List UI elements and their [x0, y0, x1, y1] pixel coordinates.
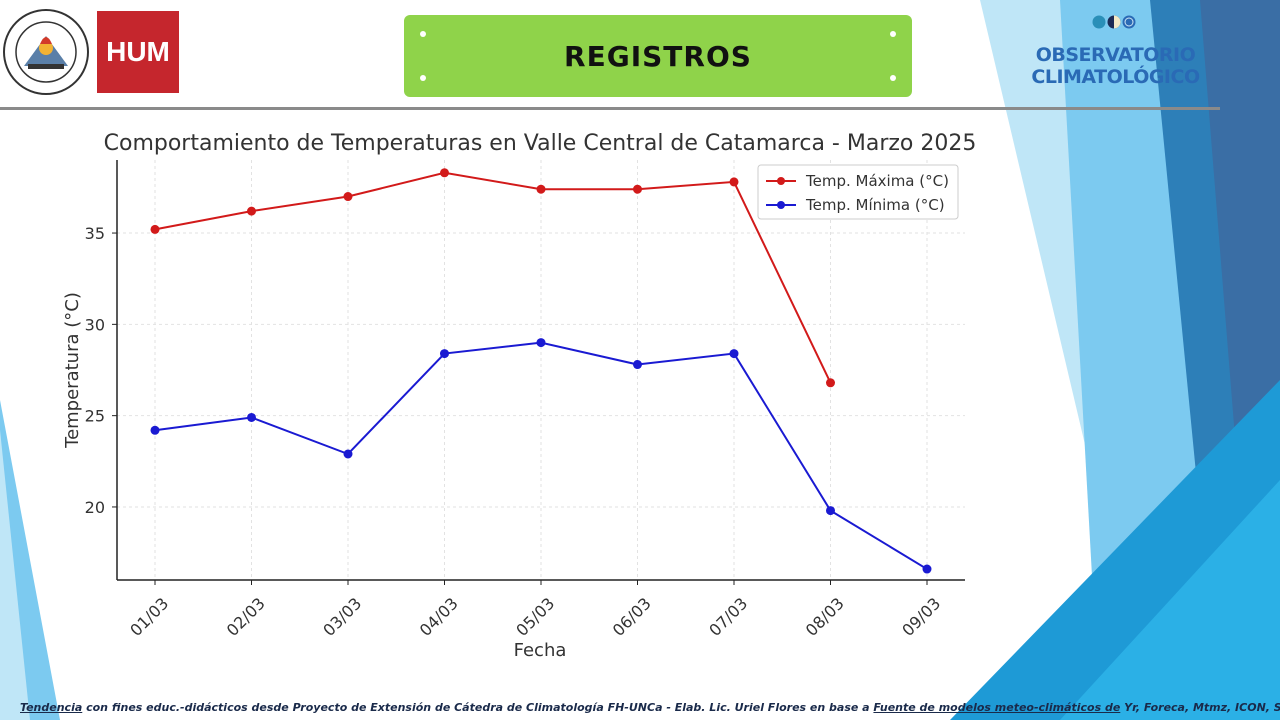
observatorio-subtitle: CLIMATOLÓGICO — [1031, 66, 1200, 88]
x-axis-label: Fecha — [514, 640, 567, 661]
x-tick-label: 05/03 — [512, 594, 558, 640]
data-point-0 — [729, 177, 739, 187]
y-tick-label: 20 — [85, 498, 105, 517]
data-point-1 — [922, 564, 932, 574]
universidad-logo — [3, 9, 89, 95]
x-tick-label: 06/03 — [609, 594, 655, 640]
title-banner: REGISTROS — [404, 15, 912, 97]
data-point-1 — [343, 449, 353, 459]
x-tick-label: 09/03 — [898, 594, 944, 640]
chart-title: Comportamiento de Temperaturas en Valle … — [104, 131, 977, 156]
data-point-1 — [826, 506, 835, 516]
x-tick-label: 03/03 — [319, 594, 365, 640]
data-point-1 — [247, 412, 256, 422]
banner-dot — [420, 31, 426, 37]
observatorio-logo-icons — [1092, 15, 1136, 29]
legend-box — [757, 164, 959, 220]
data-point-0 — [536, 184, 546, 194]
data-point-0 — [150, 224, 160, 234]
data-point-0 — [826, 378, 835, 388]
legend-label: Temp. Mínima (°C) — [805, 196, 945, 214]
banner-dot — [890, 31, 896, 37]
data-point-1 — [633, 360, 642, 370]
footer-link-tendencia[interactable]: Tendencia — [20, 701, 83, 714]
footer-link-fuente[interactable]: Fuente de modelos meteo-climáticos de — [873, 701, 1121, 714]
data-point-1 — [536, 338, 546, 348]
banner-dot — [890, 75, 896, 81]
observatorio-title: OBSERVATORIO — [1035, 44, 1196, 66]
data-point-0 — [633, 184, 642, 194]
y-tick-label: 25 — [85, 407, 105, 426]
header-divider — [0, 107, 1220, 110]
y-tick-label: 30 — [85, 315, 105, 334]
temperature-line-chart: Comportamiento de Temperaturas en Valle … — [62, 131, 977, 661]
hum-logo: HUM — [97, 11, 179, 93]
data-point-1 — [729, 349, 739, 359]
data-point-0 — [247, 206, 256, 216]
series-line-0 — [154, 171, 832, 384]
x-tick-label: 08/03 — [802, 594, 848, 640]
x-tick-label: 07/03 — [705, 594, 751, 640]
y-tick-label: 35 — [85, 224, 105, 243]
legend-swatch-marker — [777, 177, 785, 185]
data-point-1 — [150, 425, 160, 435]
x-tick-label: 01/03 — [126, 594, 172, 640]
footer-sources: Yr, Foreca, Mtmz, ICON, SMN — [1124, 701, 1280, 714]
data-point-0 — [343, 192, 353, 202]
y-axis-label: Temperatura (°C) — [62, 292, 83, 449]
footer-credits: Tendencia con fines educ.-didácticos des… — [20, 701, 1280, 714]
x-tick-label: 02/03 — [223, 594, 269, 640]
legend-label: Temp. Máxima (°C) — [805, 172, 949, 190]
footer-text: con fines educ.-didácticos desde Proyect… — [82, 701, 874, 714]
x-tick-label: 04/03 — [416, 594, 462, 640]
page-title: REGISTROS — [564, 39, 752, 73]
legend-swatch-marker — [777, 201, 785, 209]
data-point-1 — [440, 349, 449, 359]
data-point-0 — [440, 168, 449, 178]
banner-dot — [420, 75, 426, 81]
